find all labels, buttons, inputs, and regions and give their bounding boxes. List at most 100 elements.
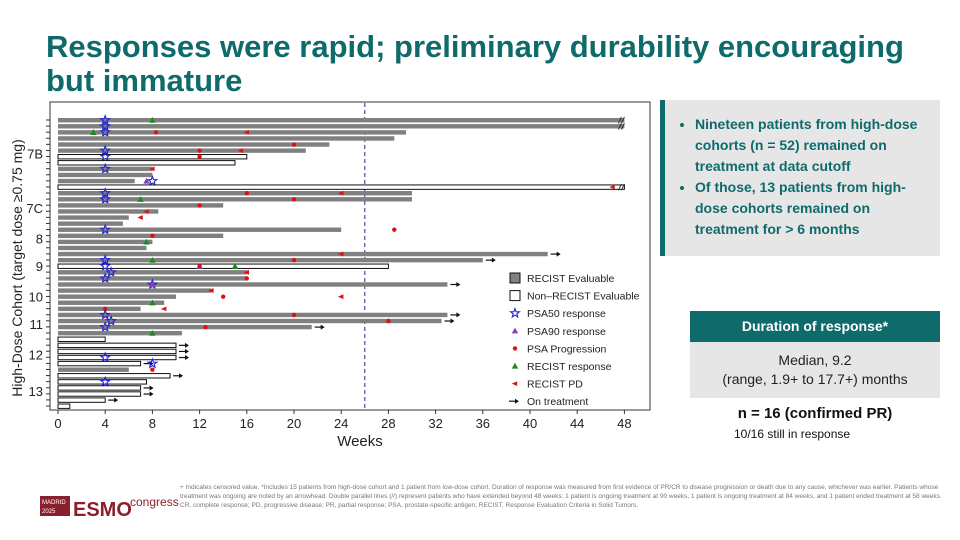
bar: [58, 197, 412, 202]
x-tick-label: 20: [287, 416, 301, 431]
marker: [99, 150, 112, 162]
bar: [58, 203, 224, 208]
marker: [146, 174, 159, 187]
marker: [291, 257, 297, 263]
bar: [58, 251, 548, 257]
x-tick-label: 0: [54, 416, 61, 431]
marker: [99, 223, 112, 235]
legend-label: PSA90 response: [527, 326, 606, 338]
marker: [99, 259, 112, 272]
marker: [146, 357, 159, 369]
marker: [150, 233, 155, 239]
logo-congress: congress: [130, 495, 179, 509]
marker: [609, 184, 615, 190]
legend-label: RECIST PD: [527, 379, 583, 391]
legend-marker: [512, 346, 518, 351]
bar: [58, 294, 176, 299]
x-tick-label: 24: [334, 416, 348, 431]
marker: [149, 166, 155, 172]
bar: [58, 300, 165, 305]
cohort-label: 13: [29, 384, 43, 399]
bar: [58, 130, 407, 135]
x-tick-label: 40: [523, 416, 537, 431]
marker: [149, 117, 156, 123]
marker: [386, 318, 391, 324]
cohort-label: 12: [29, 347, 43, 362]
marker: [149, 299, 156, 306]
still-in-response: 10/16 still in response: [734, 427, 851, 441]
footnote-line: CR, complete response; PD, progressive d…: [180, 502, 639, 509]
marker: [153, 130, 159, 135]
logo-city: MADRID: [42, 500, 66, 506]
marker: [99, 320, 112, 333]
marker: [149, 281, 156, 288]
bar: [58, 239, 153, 245]
marker: [244, 191, 249, 196]
bar: [58, 166, 153, 172]
cohort-label: 8: [36, 232, 43, 247]
ongoing-arrowhead: [179, 373, 184, 379]
bar: [57, 373, 171, 379]
marker: [105, 314, 118, 326]
ongoing-arrowhead: [515, 398, 519, 404]
bar: [58, 312, 448, 318]
ongoing-arrowhead: [185, 348, 189, 354]
legend-marker: [511, 327, 519, 334]
marker: [99, 308, 112, 320]
marker: [221, 294, 226, 299]
marker: [392, 227, 397, 232]
marker: [243, 269, 249, 275]
legend-label: On treatment: [527, 396, 588, 408]
legend-swatch: [509, 290, 521, 302]
bar: [57, 354, 177, 361]
marker: [143, 177, 150, 184]
marker: [99, 162, 112, 174]
bar: [57, 184, 625, 190]
marker: [291, 312, 297, 318]
callout: Nineteen patients from high-dose cohorts…: [660, 100, 940, 256]
marker: [244, 276, 249, 281]
marker: [291, 197, 297, 202]
marker: [150, 367, 155, 372]
break-mark: [617, 183, 622, 191]
bar: [58, 324, 312, 330]
marker: [161, 306, 167, 312]
cohort-label: 9: [36, 259, 43, 274]
ongoing-arrowhead: [320, 324, 325, 330]
x-tick-label: 32: [428, 416, 442, 431]
ongoing-arrowhead: [149, 385, 154, 391]
bar: [58, 142, 330, 147]
legend-marker: [511, 381, 518, 386]
legend-label: Non–RECIST Evaluable: [527, 291, 640, 303]
marker: [291, 142, 297, 147]
bar: [58, 233, 224, 239]
x-tick-label: 44: [570, 416, 584, 431]
break-mark: [620, 183, 625, 191]
bar: [58, 288, 212, 293]
legend-swatch: [509, 272, 521, 284]
break-mark: [617, 116, 622, 124]
ongoing-arrowhead: [185, 342, 189, 348]
bar: [58, 215, 129, 220]
ongoing-arrowhead: [556, 251, 561, 257]
x-tick-label: 8: [149, 416, 156, 431]
bar: [58, 118, 625, 123]
logo-year: 2025: [42, 509, 56, 515]
marker: [203, 324, 208, 330]
marker: [90, 129, 97, 135]
x-tick-label: 48: [617, 416, 631, 431]
marker: [143, 209, 149, 214]
bar: [58, 245, 147, 251]
marker: [149, 256, 156, 263]
bar: [58, 330, 182, 336]
duration-body: Median, 9.2 (range, 1.9+ to 17.7+) month…: [690, 342, 940, 398]
marker: [338, 294, 344, 300]
ongoing-arrowhead: [456, 312, 461, 318]
bullet: Nineteen patients from high-dose cohorts…: [695, 114, 928, 177]
ongoing-arrowhead: [450, 318, 455, 324]
bar: [58, 124, 625, 129]
legend-marker: [511, 362, 519, 369]
marker: [197, 148, 202, 153]
plot-frame: [49, 101, 651, 411]
